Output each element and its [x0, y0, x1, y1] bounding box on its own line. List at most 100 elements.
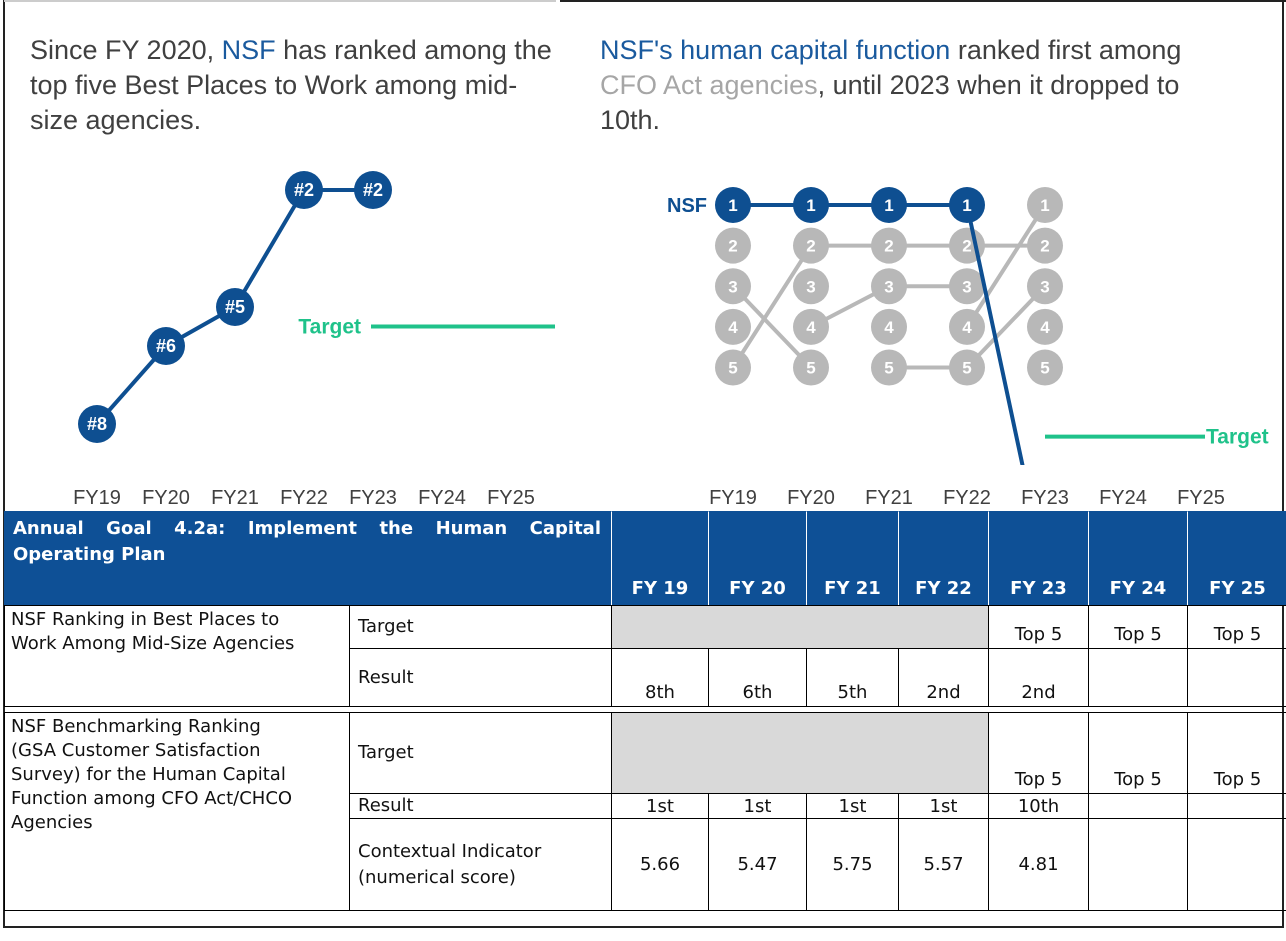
data-label: #5	[225, 297, 245, 317]
top-rule	[560, 0, 1286, 2]
rank-dot	[1027, 349, 1063, 386]
x-tick-label: FY20	[787, 487, 835, 509]
point	[78, 405, 116, 443]
rank-dot	[871, 227, 907, 264]
value-cell: Top 5	[1088, 712, 1188, 794]
series-dot	[949, 187, 985, 223]
rank-dot	[793, 308, 829, 345]
group-label: NSF Benchmarking Ranking (GSA Customer S…	[4, 712, 350, 911]
rank-dot	[871, 308, 907, 345]
rank-label: 4	[1040, 318, 1050, 337]
rank-label: 2	[806, 237, 815, 256]
rank-dot	[715, 227, 751, 264]
rank-label: 3	[806, 277, 815, 296]
target-label: Target	[1206, 426, 1269, 449]
x-tick-label: FY23	[349, 487, 397, 509]
rank-label: 1	[1040, 196, 1049, 215]
point	[354, 171, 392, 209]
rank-label: 5	[806, 359, 815, 378]
title-part: Since FY 2020,	[30, 35, 222, 65]
title-part: , until 2023 when it dropped to 10th.	[600, 70, 1180, 135]
rank-dot	[793, 349, 829, 386]
rank-dot	[871, 349, 907, 386]
rank-dot	[949, 268, 985, 305]
x-tick-label: FY20	[142, 487, 190, 509]
rank-dot	[793, 268, 829, 305]
series-value: 1	[884, 196, 893, 215]
title-part: NSF's human capital function	[600, 35, 951, 65]
value-cell: 2nd	[898, 648, 989, 707]
series-dot	[871, 187, 907, 223]
x-tick-label: FY25	[1177, 487, 1225, 509]
data-label: #6	[156, 336, 176, 356]
group-label: NSF Ranking in Best Places to Work Among…	[4, 605, 350, 707]
series-dot	[793, 187, 829, 223]
x-tick-label: FY22	[943, 487, 991, 509]
x-tick-label: FY19	[73, 487, 121, 509]
value-cell: 1st	[708, 793, 807, 819]
rank-dot	[715, 268, 751, 305]
row-label: Target	[349, 712, 612, 794]
rank-label: 5	[884, 359, 893, 378]
value-cell: 5th	[806, 648, 899, 707]
series-value: 1	[962, 196, 971, 215]
point	[147, 327, 185, 365]
rank-label: 4	[728, 318, 738, 337]
value-cell: 10th	[988, 793, 1089, 819]
header-column: FY 24	[1088, 511, 1188, 606]
charts: FY19 FY20 FY21 FY22 FY23 FY24 FY25 Target #8 #6 #5…	[73, 171, 1269, 509]
value-cell: 5.66	[611, 818, 709, 911]
title-part: ranked first among	[950, 35, 1182, 65]
x-tick-label: FY21	[865, 487, 913, 509]
rank-dot	[793, 227, 829, 264]
title-part: CFO Act agencies	[600, 70, 818, 100]
value-cell: 2nd	[988, 648, 1089, 707]
value-cell	[1088, 818, 1188, 911]
shaded-cell	[611, 605, 989, 649]
value-cell	[1088, 793, 1188, 819]
value-cell: Top 5	[1187, 605, 1286, 649]
value-cell	[1088, 648, 1188, 707]
header-column: FY 20	[708, 511, 807, 606]
rank-dot	[715, 308, 751, 345]
rank-label: 3	[884, 277, 893, 296]
value-cell: 8th	[611, 648, 709, 707]
row-label: Result	[349, 648, 612, 707]
header-goal: Annual Goal 4.2a: Implement the Human Ca…	[4, 511, 612, 606]
value-cell: 5.47	[708, 818, 807, 911]
rank-dot	[1027, 227, 1063, 264]
value-cell: 6th	[708, 648, 807, 707]
rank-dot	[1027, 308, 1063, 345]
point	[285, 171, 323, 209]
data-label: #8	[87, 414, 107, 434]
value-cell: Top 5	[988, 712, 1089, 794]
rank-label: 3	[1040, 277, 1049, 296]
rank-dot	[871, 268, 907, 305]
row-label: Result	[349, 793, 612, 819]
frame	[3, 0, 1284, 928]
series-name: NSF	[667, 195, 707, 217]
target-label: Target	[298, 316, 361, 339]
x-tick-label: FY24	[1099, 487, 1147, 509]
value-cell: Top 5	[1088, 605, 1188, 649]
point	[216, 288, 254, 326]
x-tick-label: FY22	[280, 487, 328, 509]
rank-dot	[1027, 187, 1063, 223]
rank-label: 5	[962, 359, 971, 378]
header-column: FY 22	[898, 511, 989, 606]
value-cell: 5.75	[806, 818, 899, 911]
rank-label: 3	[962, 277, 971, 296]
rank-dot	[949, 349, 985, 386]
x-tick-label: FY19	[709, 487, 757, 509]
data-label: #2	[294, 180, 314, 200]
rank-label: 4	[962, 318, 972, 337]
row-label: Target	[349, 605, 612, 649]
rank-dot	[715, 349, 751, 386]
value-cell: 1st	[898, 793, 989, 819]
chart-title: Since FY 2020, NSF has ranked among the …	[30, 33, 565, 138]
header-column: FY 25	[1187, 511, 1286, 606]
rank-label: 2	[962, 237, 971, 256]
header-column: FY 23	[988, 511, 1089, 606]
rank-dot	[1027, 268, 1063, 305]
chart-title: NSF's human capital function ranked firs…	[600, 33, 1240, 138]
